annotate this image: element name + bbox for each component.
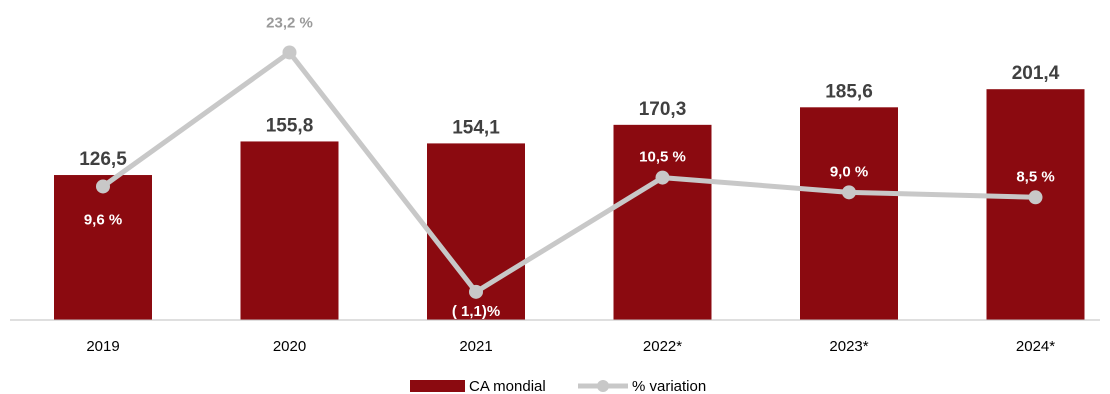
legend-swatch-ca-mondial [410,380,465,392]
data-labels: 126,5 155,8 154,1 170,3 185,6 201,4 9,6 % 23,2 … [79,14,1059,319]
x-tick-label: 2024* [1016,338,1055,355]
variation-label: 10,5 % [639,149,686,166]
legend-marker [597,380,609,392]
variation-point [96,179,110,194]
variation-line [101,49,1036,295]
bar-2020 [240,141,339,320]
bar-value-label: 154,1 [452,117,500,138]
legend-label-ca-mondial: CA mondial [469,378,546,394]
variation-label: ( 1,1)% [452,303,500,320]
bar-2019 [54,175,152,320]
line-series [96,45,1043,299]
x-tick-label: 2023* [829,338,868,355]
bar-series [54,89,1085,320]
variation-label: 23,2 % [266,14,313,31]
x-axis-ticks: 2019 2020 2021 2022* 2023* 2024* [86,338,1055,355]
variation-point [282,45,297,60]
variation-point [469,284,483,299]
x-tick-label: 2021 [459,338,492,355]
x-tick-label: 2022* [643,338,682,355]
x-tick-label: 2020 [273,338,306,355]
bar-value-label: 185,6 [825,81,873,102]
bar-2022 [613,124,712,320]
bar-2024 [986,89,1085,320]
bar-value-label: 155,8 [266,115,314,136]
legend: CA mondial % variation [410,378,706,394]
legend-label-variation: % variation [632,378,706,394]
bar-value-label: 201,4 [1012,63,1060,84]
variation-point [655,170,670,185]
variation-label: 9,6 % [84,211,122,228]
variation-point [1028,190,1043,205]
bar-value-label: 170,3 [639,99,687,120]
bar-value-label: 126,5 [79,149,127,170]
variation-label: 8,5 % [1016,168,1054,185]
x-tick-label: 2019 [86,338,119,355]
bar-2023 [800,107,898,320]
variation-point [842,185,856,200]
variation-label: 9,0 % [830,163,868,180]
